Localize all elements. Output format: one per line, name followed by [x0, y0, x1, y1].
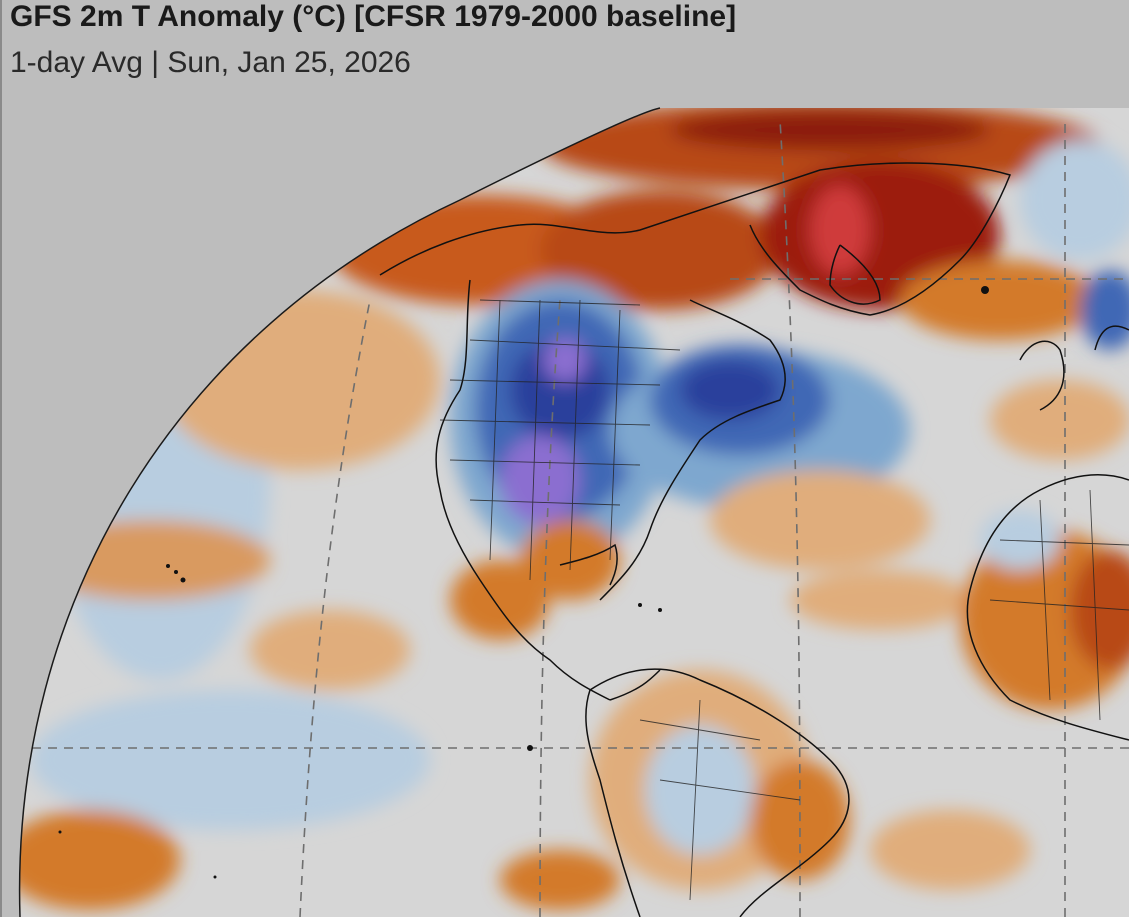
europe-coast: [1019, 325, 1129, 411]
greenland-coast: [829, 244, 881, 305]
coastlines: [379, 162, 1129, 917]
na-west-coast: [435, 279, 611, 701]
gulf-coast: [559, 543, 618, 586]
scandinavia-cold: [1080, 270, 1129, 350]
state-borders: [439, 299, 1129, 901]
pacific-warm-patch: [160, 290, 440, 470]
globe-disc: [19, 108, 1129, 917]
amazon-cool: [645, 725, 755, 855]
africa-coast: [966, 474, 1129, 741]
globe-limb: [18, 107, 661, 917]
pacific-cool-patch: [50, 280, 270, 680]
graticule: [19, 119, 1129, 917]
south-america-coast: [585, 668, 850, 917]
arctic-coast: [379, 162, 1012, 316]
map-subtitle: 1-day Avg | Sun, Jan 25, 2026: [10, 46, 411, 79]
islands: [58, 286, 989, 879]
pacific-warm-band: [30, 520, 270, 600]
south-pacific-warm: [19, 810, 180, 910]
canada-arctic-warm: [540, 190, 780, 310]
plains-extreme-cold: [500, 435, 580, 525]
na-east-coast: [599, 299, 786, 701]
tropical-pacific-cool: [30, 690, 430, 830]
map-title: GFS 2m T Anomaly (°C) [CFSR 1979-2000 ba…: [10, 0, 737, 33]
frame-edge: [0, 0, 2, 917]
